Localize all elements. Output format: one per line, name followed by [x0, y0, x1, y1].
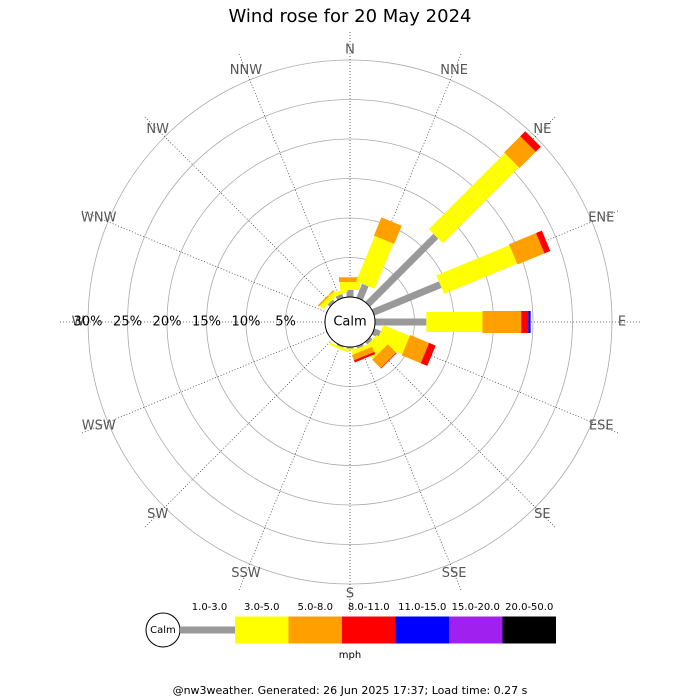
- direction-label: SSE: [442, 566, 467, 581]
- legend-swatch: [449, 616, 503, 644]
- direction-label: NW: [146, 122, 169, 137]
- direction-label: SE: [534, 507, 550, 522]
- wind-bar-segment: [401, 335, 430, 364]
- direction-label: SSW: [231, 566, 261, 581]
- wind-bar-segment: [371, 328, 382, 338]
- wind-bar-segment: [356, 343, 364, 349]
- direction-spoke: [81, 331, 328, 434]
- wind-bar-segment: [436, 245, 518, 294]
- grid-ring: [166, 138, 534, 506]
- direction-spoke: [81, 210, 328, 313]
- legend-label: 20.0-50.0: [505, 602, 553, 613]
- wind-bar-segment: [528, 311, 531, 333]
- bars: [317, 131, 551, 369]
- grid-ring: [127, 99, 573, 545]
- wind-bar-segment: [509, 233, 545, 265]
- wind-bar-segment: [520, 131, 541, 152]
- direction-label: WNW: [81, 210, 117, 225]
- direction-spoke: [372, 331, 619, 434]
- direction-label: NNE: [440, 63, 468, 78]
- wind-bar-segment: [375, 325, 410, 355]
- direction-spoke: [359, 344, 462, 591]
- legend-swatch: [180, 626, 235, 634]
- wind-bar-segment: [536, 230, 551, 254]
- direction-spoke: [359, 53, 462, 300]
- direction-spoke: [367, 339, 556, 528]
- wind-bar-segment: [373, 217, 402, 244]
- direction-label: E: [618, 315, 626, 330]
- calm-circle: [324, 296, 376, 348]
- legend-label: 5.0-8.0: [298, 602, 333, 613]
- wind-bar-segment: [482, 311, 522, 333]
- legend-label: 15.0-20.0: [452, 602, 500, 613]
- legend-swatch: [395, 616, 449, 644]
- wind-bar-segment: [420, 342, 436, 366]
- wind-bar-segment: [335, 293, 344, 301]
- wind-bar-segment: [372, 344, 397, 369]
- r-tick-label: 30%: [74, 315, 103, 330]
- direction-spoke: [238, 53, 341, 300]
- direction-label: NNW: [230, 63, 262, 78]
- wind-bar-segment: [317, 289, 335, 307]
- wind-bar-segment: [346, 289, 354, 297]
- legend-calm-label: Calm: [150, 625, 176, 636]
- chart-title: Wind rose for 20 May 2024: [229, 6, 472, 27]
- wind-bar-segment: [356, 283, 369, 301]
- wind-bar-segment: [353, 351, 376, 363]
- legend-label: 3.0-5.0: [244, 602, 279, 613]
- footer: @nw3weather. Generated: 26 Jun 2025 17:3…: [173, 684, 528, 697]
- legend-swatch: [235, 616, 289, 644]
- direction-label: SW: [147, 507, 168, 522]
- legend-swatch: [342, 616, 396, 644]
- wind-bar-segment: [351, 343, 372, 355]
- r-tick-label: 5%: [275, 315, 296, 330]
- wind-bar-segment: [340, 281, 360, 290]
- legend-label: 1.0-3.0: [192, 602, 227, 613]
- direction-spoke: [144, 116, 333, 305]
- direction-spoke: [144, 339, 333, 528]
- r-tick-label: 10%: [232, 315, 261, 330]
- wind-bar-segment: [375, 318, 427, 326]
- direction-label: ENE: [588, 210, 614, 225]
- r-tick-label: 20%: [153, 315, 182, 330]
- wind-bar-segment: [329, 342, 350, 353]
- direction-label: S: [346, 587, 354, 602]
- overlay: Calm 5% 10% 15% 20% 25% 30% Calm 1.0-3.0 3.0-5.0 5…: [74, 296, 556, 661]
- legend-label: 11.0-15.0: [398, 602, 446, 613]
- legend-unit: mph: [339, 650, 361, 661]
- wind-bar-segment: [380, 352, 397, 369]
- calm-label: Calm: [333, 315, 366, 330]
- legend-label: 8.0-11.0: [348, 602, 390, 613]
- wind-bar-segment: [351, 346, 375, 361]
- direction-spoke: [238, 344, 341, 591]
- wind-bar-segment: [504, 136, 536, 168]
- wind-bar-segment: [426, 312, 483, 332]
- wind-bar-segment: [339, 277, 361, 282]
- direction-label: NE: [533, 122, 551, 137]
- direction-label: WSW: [82, 419, 116, 434]
- wind-bar-segment: [336, 343, 344, 348]
- wind-bar-segment: [428, 153, 519, 244]
- direction-label: W: [72, 315, 85, 330]
- legend-swatch: [502, 616, 556, 644]
- wind-bar-segment: [340, 348, 360, 351]
- wind-bar-segment: [328, 287, 349, 300]
- wind-bar-segment: [346, 347, 354, 349]
- wind-bar-segment: [365, 337, 373, 345]
- wind-bar-segment: [356, 235, 394, 289]
- r-tick-label: 25%: [113, 315, 142, 330]
- legend-swatch: [288, 616, 342, 644]
- wind-bar-segment: [365, 233, 439, 307]
- direction-label: N: [345, 43, 355, 58]
- wind-bar-segment: [327, 299, 335, 307]
- wind-bar-segment: [371, 281, 442, 316]
- r-tick-label: 15%: [192, 315, 221, 330]
- wind-bar-segment: [521, 311, 529, 333]
- direction-label: ESE: [589, 419, 614, 434]
